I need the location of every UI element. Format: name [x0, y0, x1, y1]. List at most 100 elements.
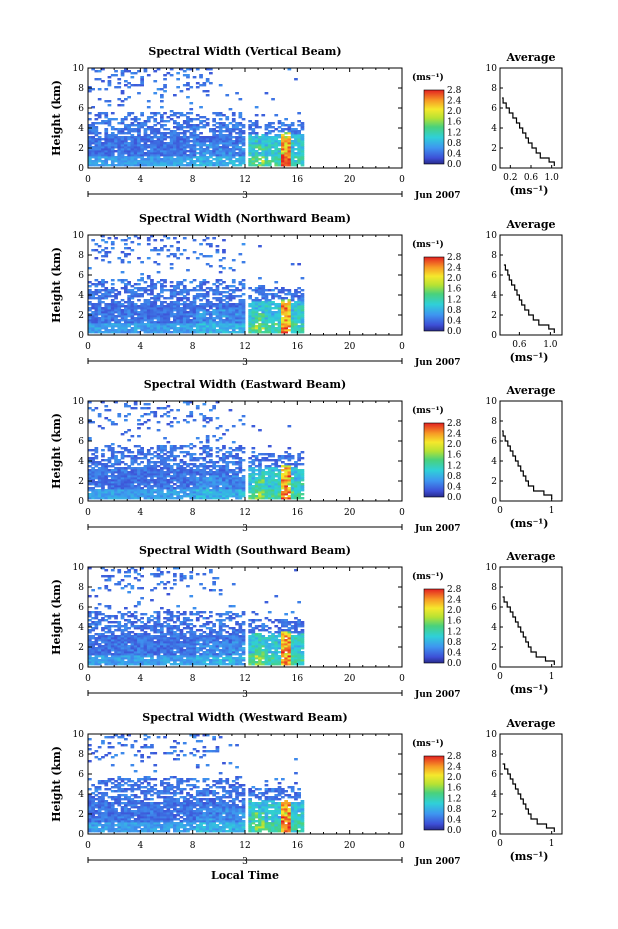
heatmap-cell — [124, 653, 128, 656]
heatmap-cell — [215, 473, 220, 476]
heatmap-cell — [274, 327, 279, 330]
heatmap-cell — [104, 479, 109, 482]
heatmap-cell — [277, 160, 282, 163]
heatmap-cell — [290, 479, 295, 482]
heatmap-cell — [199, 447, 203, 450]
heatmap-cell — [284, 483, 288, 486]
heatmap-cell — [300, 479, 305, 482]
heatmap-cell — [231, 475, 236, 478]
heatmap-cell — [146, 489, 151, 492]
heatmap-cell — [110, 659, 115, 662]
heatmap-cell — [117, 493, 122, 496]
heatmap-cell — [130, 317, 135, 320]
heatmap-cell — [133, 305, 138, 308]
heatmap-cell — [107, 329, 112, 332]
heatmap-cell — [97, 611, 102, 614]
heatmap-cell — [228, 327, 233, 330]
heatmap-cell — [199, 489, 203, 492]
heatmap-cell — [101, 249, 105, 252]
heatmap-cell — [222, 467, 226, 470]
heatmap-cell — [261, 475, 266, 478]
heatmap-cell — [290, 154, 295, 157]
heatmap-cell — [235, 303, 239, 306]
heatmap-cell — [173, 285, 177, 288]
heatmap-cell — [140, 493, 144, 496]
heatmap-cell — [290, 130, 295, 133]
heatmap-cell — [114, 158, 118, 161]
heatmap-cell — [120, 625, 125, 628]
heatmap-cell — [166, 154, 171, 157]
heatmap-cell — [176, 331, 180, 334]
heatmap-cell — [218, 154, 223, 157]
heatmap-cell — [124, 633, 128, 636]
heatmap-cell — [173, 303, 177, 306]
heatmap-cell — [254, 317, 259, 320]
heatmap-cell — [156, 331, 161, 334]
heatmap-cell — [182, 485, 187, 488]
heatmap-cell — [195, 297, 200, 300]
heatmap-cell — [91, 239, 95, 242]
heatmap-cell — [287, 475, 292, 478]
heatmap-cell — [225, 475, 230, 478]
heatmap-cell — [231, 303, 236, 306]
heatmap-cell — [107, 134, 112, 137]
heatmap-cell — [160, 160, 164, 163]
heatmap-cell — [137, 477, 141, 480]
heatmap-cell — [186, 403, 190, 406]
heatmap-cell — [133, 118, 138, 121]
heatmap-cell — [120, 251, 125, 254]
heatmap-cell — [228, 158, 233, 161]
heatmap-cell — [277, 481, 282, 484]
heatmap-cell — [274, 319, 279, 322]
heatmap-cell — [120, 138, 125, 141]
heatmap-cell — [88, 281, 92, 284]
heatmap-cell — [202, 295, 207, 298]
heatmap-cell — [110, 289, 115, 292]
heatmap-cell — [137, 311, 141, 314]
heatmap-cell — [133, 84, 138, 87]
heatmap-cell — [290, 455, 295, 458]
heatmap-cell — [241, 485, 246, 488]
heatmap-cell — [153, 162, 158, 165]
heatmap-cells — [88, 235, 305, 334]
heatmap-cell — [189, 463, 194, 466]
heatmap-cell — [88, 635, 92, 638]
heatmap-cell — [124, 475, 128, 478]
heatmap-cell — [133, 152, 138, 155]
heatmap-cell — [169, 495, 174, 498]
heatmap-cell — [137, 162, 141, 165]
heatmap-cell — [271, 491, 275, 494]
heatmap-cell — [189, 479, 194, 482]
heatmap-cell — [290, 146, 295, 149]
heatmap-cell — [205, 491, 210, 494]
heatmap-cell — [235, 158, 239, 161]
heatmap-cell — [199, 465, 203, 468]
heatmap-cell — [137, 657, 141, 660]
avg-y-tick-label: 4 — [491, 124, 497, 134]
heatmap-cell — [156, 140, 161, 143]
heatmap-cell — [287, 289, 292, 292]
heatmap-cell — [156, 138, 161, 141]
heatmap-cell — [124, 635, 128, 638]
heatmap-cell — [258, 469, 262, 472]
heatmap-cell — [294, 307, 298, 310]
heatmap-cell — [238, 305, 243, 308]
heatmap-cell — [189, 162, 194, 165]
heatmap-cell — [222, 295, 226, 298]
heatmap-cell — [294, 301, 298, 304]
heatmap-cell — [182, 475, 187, 478]
heatmap-cell — [225, 479, 230, 482]
heatmap-cell — [287, 303, 292, 306]
heatmap-cell — [300, 162, 305, 165]
heatmap-cell — [133, 471, 138, 474]
heatmap-cell — [137, 289, 141, 292]
heatmap-cell — [114, 150, 118, 153]
heatmap-cell — [160, 307, 164, 310]
heatmap-cell — [94, 651, 99, 654]
heatmap-cell — [94, 469, 99, 472]
heatmap-cell — [120, 331, 125, 334]
heatmap-cell — [153, 451, 158, 454]
heatmap-cell — [274, 463, 279, 466]
heatmap-cell — [251, 289, 256, 292]
heatmap-cell — [274, 162, 279, 165]
